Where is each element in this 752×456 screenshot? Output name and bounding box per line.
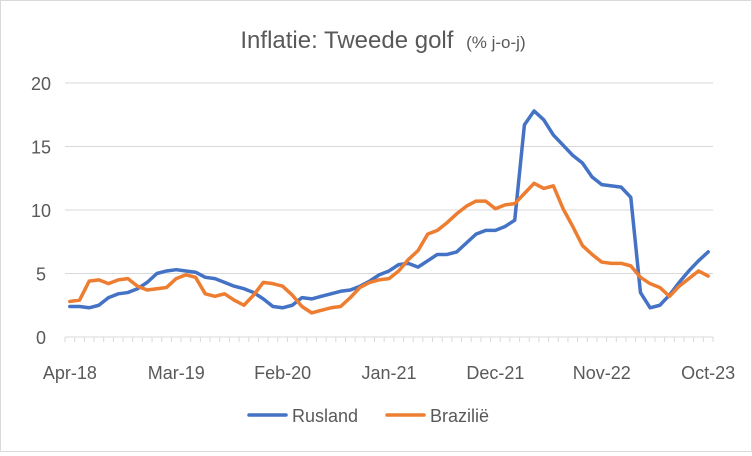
legend: Rusland Brazilië xyxy=(247,406,489,426)
chart-title-main: Inflatie: Tweede golf xyxy=(240,27,453,54)
legend-label: Rusland xyxy=(292,406,358,426)
series-lines xyxy=(68,109,710,315)
x-axis-tick-labels: Apr-18 Mar-19 Feb-20 Jan-21 Dec-21 Nov-22 Oct-… xyxy=(43,363,735,383)
series-line-brazilie xyxy=(68,181,710,315)
x-tick-label: Feb-20 xyxy=(254,363,311,383)
y-tick-label: 10 xyxy=(31,201,51,221)
x-tick-label: Mar-19 xyxy=(148,363,205,383)
x-tick-label: Dec-21 xyxy=(466,363,524,383)
x-axis-tick-marks xyxy=(64,337,714,342)
y-tick-label: 0 xyxy=(36,328,46,348)
y-tick-label: 20 xyxy=(31,74,51,94)
series-line-rusland xyxy=(68,109,710,310)
chart-title: Inflatie: Tweede golf (% j-o-j) xyxy=(240,27,525,54)
x-tick-label: Apr-18 xyxy=(43,363,97,383)
y-axis-tick-labels: 0 5 10 15 20 xyxy=(31,74,51,348)
legend-label: Brazilië xyxy=(430,406,489,426)
x-tick-label: Nov-22 xyxy=(573,363,631,383)
chart-title-unit: (% j-o-j) xyxy=(466,33,526,52)
gridlines xyxy=(65,82,713,274)
x-tick-label: Jan-21 xyxy=(361,363,416,383)
y-tick-label: 5 xyxy=(36,265,46,285)
x-tick-label: Oct-23 xyxy=(681,363,735,383)
y-tick-label: 15 xyxy=(31,138,51,158)
